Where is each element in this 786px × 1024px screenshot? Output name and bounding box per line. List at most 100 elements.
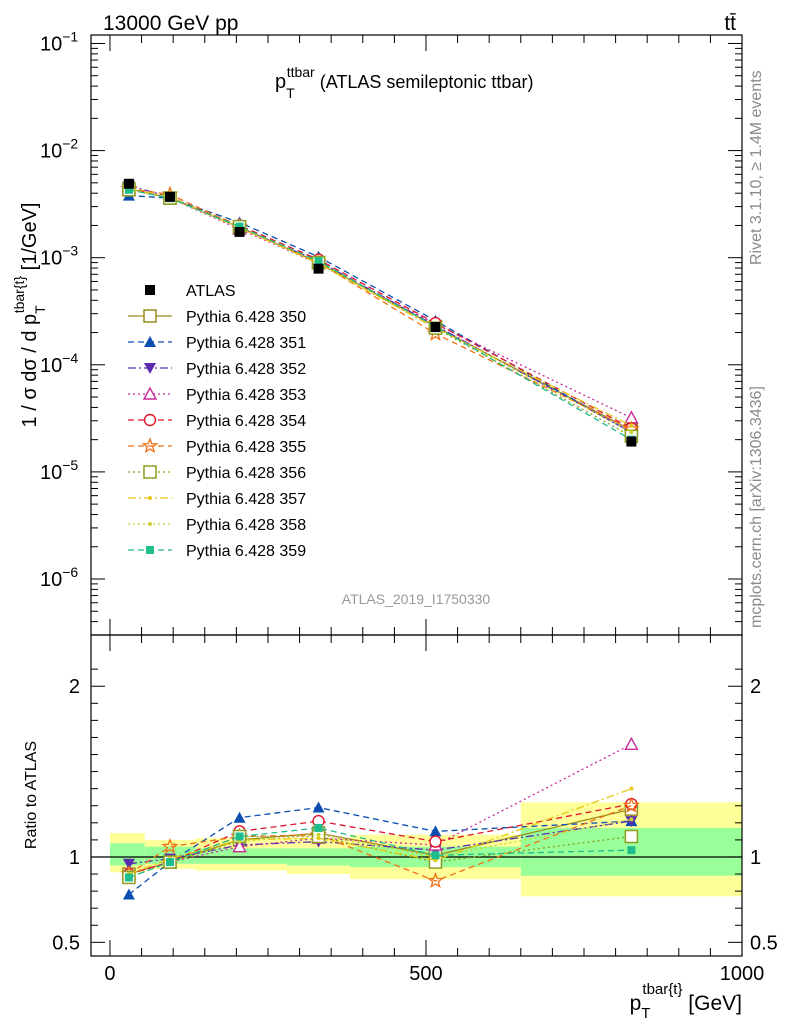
beam-label: 13000 GeV pp [103,12,238,35]
ratio-point [122,888,135,900]
atlas-data-point [123,178,134,189]
ratio-series-lines [120,736,640,900]
ratio-point [312,801,325,813]
legend-label: Pythia 6.428 353 [186,387,306,404]
legend-label: Pythia 6.428 350 [186,309,306,326]
legend-marker [148,522,152,526]
legend-marker [146,546,154,554]
series-point [314,257,323,266]
legend-label: Pythia 6.428 357 [186,491,306,508]
legend-label: Pythia 6.428 355 [186,439,306,456]
ratio-y-tick-label: 0.5 [52,932,80,954]
legend-entry: Pythia 6.428 354 [128,413,306,430]
rivet-version-label: Rivet 3.1.10, ≥ 1.4M events [748,70,765,265]
x-tick-label: 0 [104,963,115,985]
ratio-point [314,823,323,832]
series-line-9 [128,189,632,433]
main-y-axis-label: 1 / σ dσ / d pTtbar{t} [1/GeV] [11,203,48,428]
ratio-line-8 [128,788,632,875]
chart-title: pTttbar (ATLAS semileptonic ttbar) [275,64,533,101]
process-label: tt̄ [724,12,736,35]
ratio-point [433,858,438,863]
ratio-point [429,825,442,837]
main-y-tick-label: 10−2 [40,136,78,163]
ratio-band-inner [195,848,287,864]
legend-label: Pythia 6.428 358 [186,517,306,534]
ratio-point [627,846,636,855]
ratio-point [629,786,634,791]
main-y-tick-label: 10−5 [40,457,78,484]
series-line-2 [128,194,632,434]
legend: ATLAS Pythia 6.428 350 Pythia 6.428 351 Pyt… [128,283,306,560]
ratio-point [431,851,440,860]
legend-entry: Pythia 6.428 350 [128,309,306,326]
ratio-point [124,873,133,882]
ratio-point [316,832,321,837]
ratio-point [235,832,244,841]
ratio-point [233,811,246,823]
ratio-point [429,835,442,848]
ratio-point [623,796,640,813]
legend-entry: Pythia 6.428 355 [128,437,306,456]
legend-label: Pythia 6.428 354 [186,413,306,430]
atlas-data-point [626,436,637,447]
ratio-point [316,836,321,841]
legend-marker [142,386,158,400]
ratio-y-tick-label-right: 0.5 [750,932,778,954]
main-y-tick-label: 10−3 [40,243,78,270]
atlas-data-point [165,191,176,202]
atlas-data-point [234,226,245,237]
legend-label: Pythia 6.428 351 [186,335,306,352]
ratio-band-inner [109,843,145,866]
ratio-point [232,839,247,853]
ratio-panel: 0.5 0.5 1 1 2 2 0 500 1000 Ratio to ATLAS pTtbar… [23,634,778,1022]
x-tick-label: 500 [409,963,442,985]
legend-entry: Pythia 6.428 358 [128,517,306,534]
ratio-point [237,839,242,844]
ratio-line-6 [128,805,632,882]
legend-entry: ATLAS [145,283,236,300]
ratio-axes: 0.5 0.5 1 1 2 2 0 500 1000 [52,635,778,985]
legend-label: Pythia 6.428 359 [186,543,306,560]
legend-marker [143,465,157,479]
ratio-point [427,872,444,888]
ratio-line-9 [128,818,632,879]
ratio-y-tick-label: 1 [69,847,80,869]
main-data-points [123,178,637,447]
legend-entry: Pythia 6.428 352 [128,361,306,378]
legend-entry: Pythia 6.428 351 [128,335,306,352]
legend-marker [143,309,157,323]
source-label: mcplots.cern.ch [arXiv:1306.3436] [748,386,765,628]
ratio-point [161,837,179,854]
x-axis-label: pTtbar{t} [GeV] [630,981,742,1022]
legend-entry: Pythia 6.428 353 [128,386,306,404]
legend-label: ATLAS [186,283,236,300]
legend-entry: Pythia 6.428 356 [128,465,306,482]
main-y-tick-label: 10−1 [40,28,78,55]
ratio-point [122,858,135,870]
legend-entry: Pythia 6.428 357 [128,491,306,508]
legend-marker [148,496,152,500]
series-point [235,222,244,231]
ratio-line-3 [128,820,632,865]
legend-marker [141,437,159,454]
ratio-point [624,829,639,844]
main-plot-area [91,35,742,635]
legend-marker [145,285,155,295]
x-tick-label: 1000 [720,963,765,985]
analysis-id-label: ATLAS_2019_I1750330 [342,591,491,607]
main-panel: 10−1 10−2 10−3 10−4 10−5 10−6 pTttbar (ATLAS … [11,28,743,636]
ratio-point [629,817,634,822]
ratio-point [625,816,638,828]
ratio-frame [90,634,743,957]
ratio-point [624,736,639,750]
series-point [629,423,634,428]
ratio-point [166,858,175,867]
ratio-y-axis-label: Ratio to ATLAS [23,741,40,849]
series-point [124,185,133,194]
legend-marker [143,413,157,427]
legend-entry: Pythia 6.428 359 [128,543,306,560]
atlas-data-point [313,263,324,274]
series-point [629,430,634,435]
